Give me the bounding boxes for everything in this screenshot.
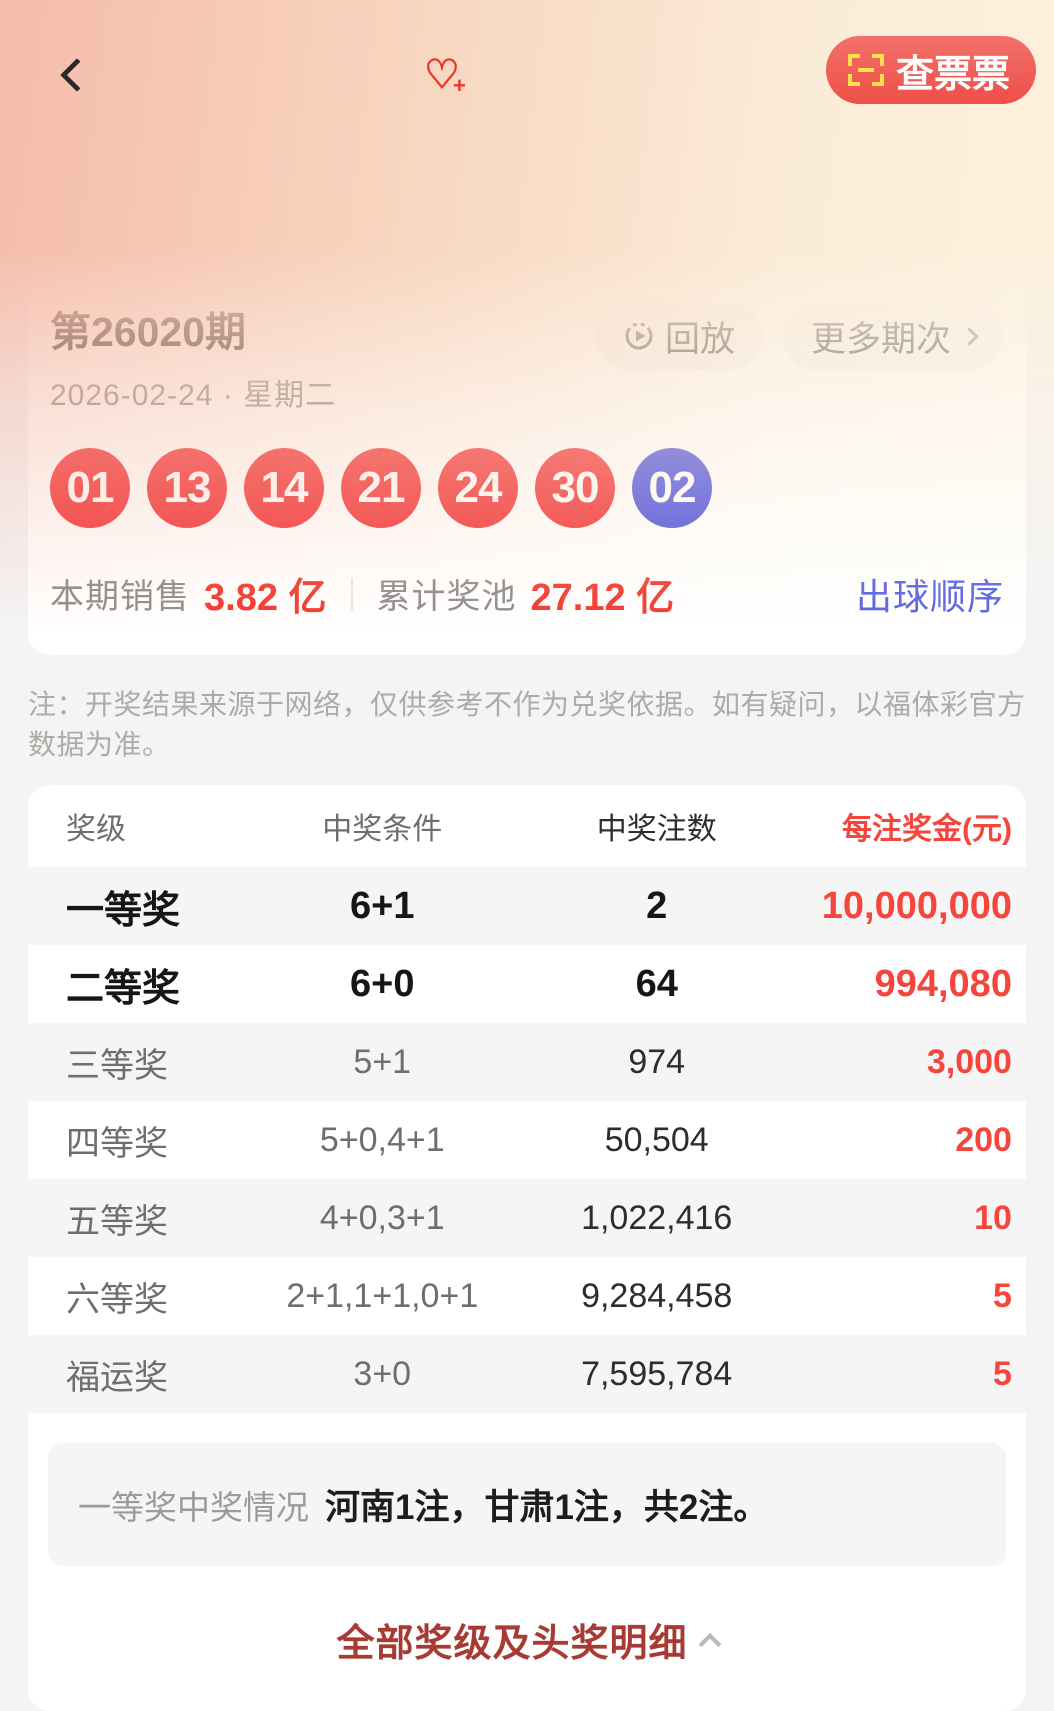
background-gradient — [0, 0, 1054, 660]
prize-count: 7,595,784 — [581, 1354, 733, 1393]
prize-condition: 5+1 — [353, 1042, 412, 1081]
col-header-prize: 每注奖金(元) — [841, 813, 1012, 846]
col-header-count: 中奖注数 — [596, 813, 717, 846]
prize-count: 9,284,458 — [581, 1276, 733, 1315]
prize-level: 一等奖 — [66, 889, 181, 932]
prize-condition: 6+0 — [350, 962, 415, 1005]
prize-count: 64 — [635, 962, 678, 1005]
prize-level: 六等奖 — [66, 1280, 168, 1319]
table-row: 三等奖 5+1 974 3,000 — [28, 1023, 1026, 1101]
prize-amount: 10,000,000 — [821, 884, 1012, 927]
table-row: 四等奖 5+0,4+1 50,504 200 — [28, 1101, 1026, 1179]
heart-plus-icon: ♡ + — [424, 53, 466, 98]
prize-condition: 6+1 — [350, 884, 415, 927]
prize-condition: 2+1,1+1,0+1 — [286, 1276, 479, 1315]
first-prize-info-label: 一等奖中奖情况 — [78, 1489, 309, 1526]
prize-table-header: 奖级 中奖条件 中奖注数 每注奖金(元) — [28, 785, 1026, 867]
prize-level: 福运奖 — [66, 1358, 168, 1397]
table-row: 二等奖 6+0 64 994,080 — [28, 945, 1026, 1023]
expand-all-prizes-link[interactable]: 全部奖级及头奖明细 — [336, 1612, 721, 1667]
chevron-up-icon — [698, 1632, 721, 1656]
prize-level: 三等奖 — [66, 1046, 168, 1085]
prize-amount: 3,000 — [926, 1042, 1012, 1081]
prize-amount: 5 — [993, 1276, 1012, 1315]
check-ticket-label: 查票票 — [895, 53, 1010, 96]
col-header-condition: 中奖条件 — [322, 813, 443, 846]
table-row: 一等奖 6+1 2 10,000,000 — [28, 867, 1026, 945]
prize-condition: 5+0,4+1 — [319, 1120, 445, 1159]
prize-count: 2 — [646, 884, 668, 927]
prize-count: 974 — [628, 1042, 686, 1081]
prize-count: 1,022,416 — [581, 1198, 733, 1237]
prize-level: 二等奖 — [66, 967, 181, 1010]
disclaimer-note: 注：开奖结果来源于网络，仅供参考不作为兑奖依据。如有疑问，以福体彩官方数据为准。 — [28, 689, 1026, 760]
prize-condition: 3+0 — [353, 1354, 412, 1393]
table-row: 六等奖 2+1,1+1,0+1 9,284,458 5 — [28, 1257, 1026, 1335]
prize-table-card: 奖级 中奖条件 中奖注数 每注奖金(元) 一等奖 6+1 2 10,000,00… — [28, 785, 1026, 1711]
prize-amount: 994,080 — [874, 962, 1012, 1005]
prize-level: 四等奖 — [66, 1124, 168, 1163]
prize-count: 50,504 — [604, 1120, 709, 1159]
prize-amount: 10 — [974, 1198, 1012, 1237]
scan-ticket-icon — [847, 54, 884, 86]
check-ticket-button[interactable]: 查票票 — [825, 36, 1036, 104]
expand-all-prizes-label: 全部奖级及头奖明细 — [336, 1623, 688, 1665]
table-row: 福运奖 3+0 7,595,784 5 — [28, 1335, 1026, 1413]
prize-condition: 4+0,3+1 — [319, 1198, 445, 1237]
first-prize-info-detail: 河南1注，甘肃1注，共2注。 — [325, 1488, 769, 1527]
table-row: 五等奖 4+0,3+1 1,022,416 10 — [28, 1179, 1026, 1257]
prize-level: 五等奖 — [66, 1202, 168, 1241]
first-prize-info-box: 一等奖中奖情况 河南1注，甘肃1注，共2注。 — [48, 1443, 1006, 1566]
prize-amount: 5 — [993, 1354, 1012, 1393]
prize-amount: 200 — [955, 1120, 1012, 1159]
col-header-level: 奖级 — [66, 813, 126, 846]
